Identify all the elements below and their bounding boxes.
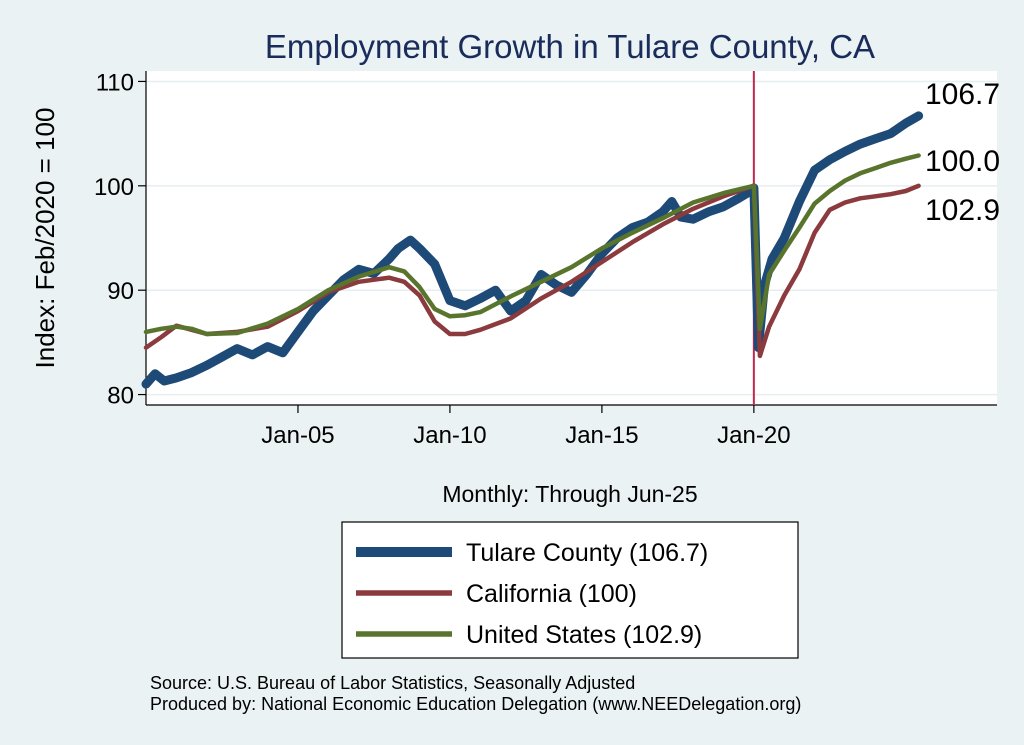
- plot-area: [146, 71, 997, 405]
- chart-title: Employment Growth in Tulare County, CA: [265, 28, 875, 65]
- legend-label: California (100): [466, 580, 637, 608]
- y-axis-label: Index: Feb/2020 = 100: [30, 108, 60, 369]
- legend: Tulare County (106.7) California (100) Uni…: [356, 539, 708, 649]
- legend-label: Tulare County (106.7): [466, 539, 708, 567]
- gridlines: [146, 80, 997, 396]
- y-ticks: 80 90 100 110: [94, 69, 146, 410]
- series-lines: [141, 111, 924, 389]
- y-tick-label: 90: [107, 278, 134, 305]
- x-axis-label: Monthly: Through Jun-25: [442, 481, 697, 507]
- x-tick-label: Jan-20: [717, 422, 790, 449]
- x-tick-label: Jan-15: [565, 422, 638, 449]
- footer-source: Source: U.S. Bureau of Labor Statistics,…: [150, 673, 635, 693]
- x-ticks: Jan-05 Jan-10 Jan-15 Jan-20: [261, 405, 791, 449]
- series-line: [143, 153, 921, 337]
- x-tick-label: Jan-10: [413, 422, 486, 449]
- end-label: 106.7: [925, 78, 1000, 111]
- end-labels: 106.7 100.0 102.9: [925, 78, 1000, 227]
- y-tick-label: 100: [94, 174, 134, 201]
- end-label: 102.9: [925, 194, 1000, 227]
- y-tick-label: 80: [107, 383, 134, 410]
- end-label: 100.0: [925, 145, 1000, 178]
- legend-label: United States (102.9): [466, 621, 702, 649]
- y-tick-label: 110: [96, 69, 134, 96]
- x-tick-label: Jan-05: [261, 422, 334, 449]
- footer-producer: Produced by: National Economic Education…: [150, 694, 801, 714]
- series-line: [143, 183, 921, 359]
